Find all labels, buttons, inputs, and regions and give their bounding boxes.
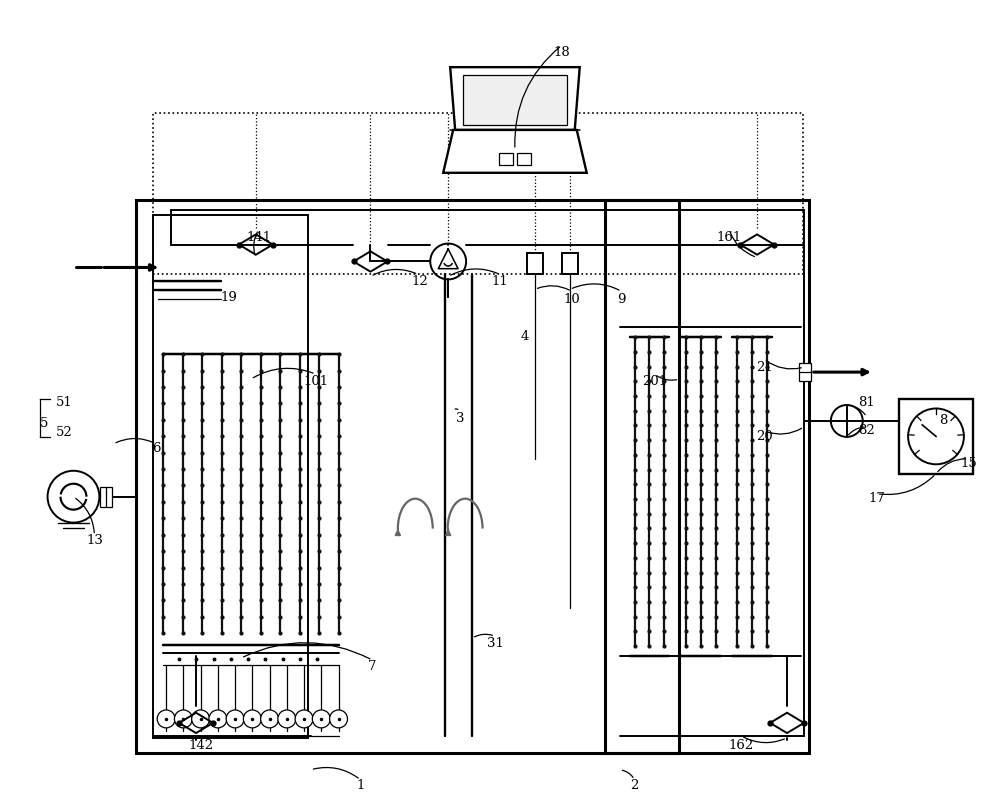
Circle shape xyxy=(157,710,175,728)
Bar xyxy=(899,399,973,474)
Bar xyxy=(499,153,513,165)
Circle shape xyxy=(209,710,227,728)
Text: 31: 31 xyxy=(487,637,503,650)
Circle shape xyxy=(174,710,192,728)
Circle shape xyxy=(243,710,261,728)
Text: 82: 82 xyxy=(858,425,875,438)
Text: 20: 20 xyxy=(756,430,772,443)
Bar xyxy=(527,252,543,274)
Text: 18: 18 xyxy=(553,46,570,59)
Circle shape xyxy=(295,710,313,728)
Bar xyxy=(153,113,803,274)
Bar xyxy=(517,153,531,165)
Text: 8: 8 xyxy=(939,414,948,427)
Text: 101: 101 xyxy=(303,375,328,388)
Bar xyxy=(153,214,308,738)
Text: 161: 161 xyxy=(717,231,742,244)
Text: 6: 6 xyxy=(152,443,160,455)
Polygon shape xyxy=(450,67,580,130)
Text: 12: 12 xyxy=(412,275,429,288)
Text: 7: 7 xyxy=(368,659,377,672)
Text: 19: 19 xyxy=(220,291,237,304)
Polygon shape xyxy=(443,130,587,173)
Bar xyxy=(463,75,567,125)
Circle shape xyxy=(330,710,348,728)
Text: 13: 13 xyxy=(86,534,103,547)
Text: 5: 5 xyxy=(39,417,48,430)
Circle shape xyxy=(261,710,279,728)
Circle shape xyxy=(278,710,296,728)
Circle shape xyxy=(908,409,964,464)
Circle shape xyxy=(312,710,330,728)
Circle shape xyxy=(226,710,244,728)
Text: 21: 21 xyxy=(756,361,772,374)
Text: 201: 201 xyxy=(642,375,667,388)
Text: 15: 15 xyxy=(960,457,977,470)
Text: 142: 142 xyxy=(188,739,214,752)
Text: 51: 51 xyxy=(56,396,73,409)
Text: 3: 3 xyxy=(456,413,464,426)
Text: 1: 1 xyxy=(356,779,365,792)
Text: 4: 4 xyxy=(521,330,529,343)
Text: 162: 162 xyxy=(729,739,754,752)
Text: 10: 10 xyxy=(563,293,580,306)
Bar xyxy=(562,252,578,274)
Text: 141: 141 xyxy=(246,231,271,244)
Bar xyxy=(136,200,679,753)
Text: 81: 81 xyxy=(858,396,875,409)
Text: 2: 2 xyxy=(630,779,639,792)
Bar xyxy=(605,200,809,753)
Text: 11: 11 xyxy=(492,275,508,288)
Bar xyxy=(799,363,811,381)
Bar xyxy=(100,487,112,506)
Circle shape xyxy=(192,710,210,728)
Text: 9: 9 xyxy=(617,293,626,306)
Circle shape xyxy=(48,471,99,523)
Text: 52: 52 xyxy=(56,426,73,439)
Text: 17: 17 xyxy=(868,492,885,505)
